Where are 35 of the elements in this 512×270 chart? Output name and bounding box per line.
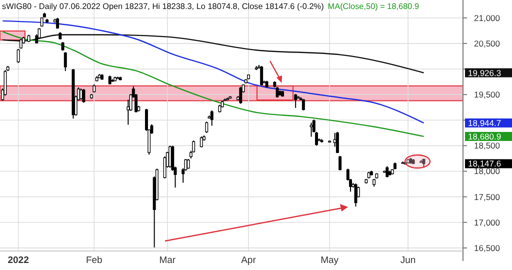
- y-tick-label: 19,500: [474, 90, 500, 100]
- candlestick: [336, 131, 339, 154]
- chart-subtitle: MA(Close,50) = 18,680.9: [328, 2, 420, 11]
- y-tick-label: 17,000: [474, 217, 500, 228]
- x-tick-label: May: [320, 255, 339, 266]
- text: 18,944.7: [468, 118, 502, 128]
- y-tick-label: 17,500: [474, 192, 500, 202]
- candlestick: [239, 86, 242, 104]
- candlestick: [294, 94, 298, 108]
- candlestick: [338, 155, 342, 171]
- candlestick: [163, 156, 166, 179]
- x-tick-label: 2022: [8, 255, 29, 266]
- candlestick: [302, 98, 305, 111]
- candlestick: [276, 86, 279, 98]
- candlestick: [210, 110, 214, 126]
- candlestick: [64, 52, 67, 72]
- text: 18,147.6: [468, 158, 502, 169]
- y-tick-label: 16,500: [474, 242, 500, 253]
- y-tick-label: 18,000: [474, 166, 500, 176]
- candlestick: [205, 121, 208, 134]
- x-tick-label: Apr: [241, 255, 256, 266]
- candlestick: [260, 65, 264, 86]
- line-series: [2, 20, 424, 124]
- x-tick-label: Feb: [86, 255, 102, 266]
- y-tick-label: 18,500: [474, 140, 500, 151]
- candlestick: [386, 166, 389, 178]
- y-tick-label: 21,000: [474, 12, 500, 23]
- candlestick: [4, 70, 7, 96]
- x-tick-label: Mar: [159, 255, 176, 266]
- chart-title: sWIG80 - Daily 07.06.2022 Open 18237, Hi 18238.3, Lo 18074.8, Close 18147.6 (-0.2%): [2, 2, 324, 11]
- y-tick-label: 20,500: [474, 38, 500, 48]
- x-tick-label: Jun: [400, 255, 416, 266]
- text: 19,926.3: [468, 68, 502, 78]
- candlestick: [82, 88, 86, 104]
- text: 18,680.9: [468, 131, 502, 142]
